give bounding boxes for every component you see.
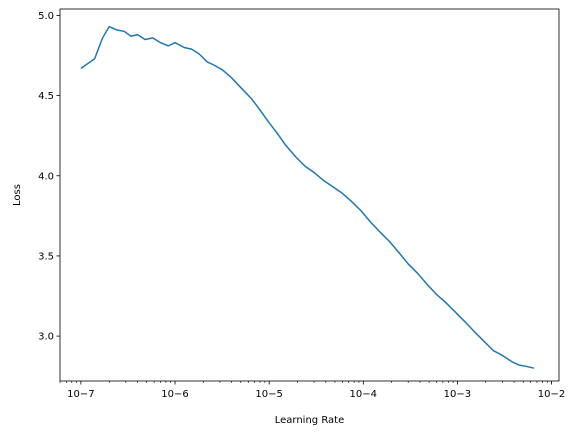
x-tick-label: 10−7 bbox=[67, 389, 94, 400]
x-tick-label: 10−6 bbox=[161, 389, 188, 400]
x-tick-label: 10−4 bbox=[350, 389, 377, 400]
y-tick-label: 5.0 bbox=[38, 11, 54, 22]
plot-frame bbox=[59, 8, 560, 382]
x-tick-label: 10−2 bbox=[538, 389, 565, 400]
y-tick-label: 4.5 bbox=[38, 91, 54, 102]
y-tick-label: 3.0 bbox=[38, 332, 54, 343]
x-tick-label: 10−5 bbox=[255, 389, 282, 400]
y-tick-label: 4.0 bbox=[38, 171, 54, 182]
y-tick-label: 3.5 bbox=[38, 251, 54, 262]
y-axis-label: Loss bbox=[12, 184, 23, 206]
x-axis-ticks: 10−7 10−6 10−5 10−4 10−3 10−2 bbox=[67, 381, 565, 400]
y-axis-ticks: 3.0 3.5 4.0 4.5 5.0 bbox=[38, 11, 60, 343]
x-axis-label: Learning Rate bbox=[275, 415, 345, 426]
x-tick-label: 10−3 bbox=[444, 389, 471, 400]
loss-curve-line bbox=[80, 25, 535, 369]
